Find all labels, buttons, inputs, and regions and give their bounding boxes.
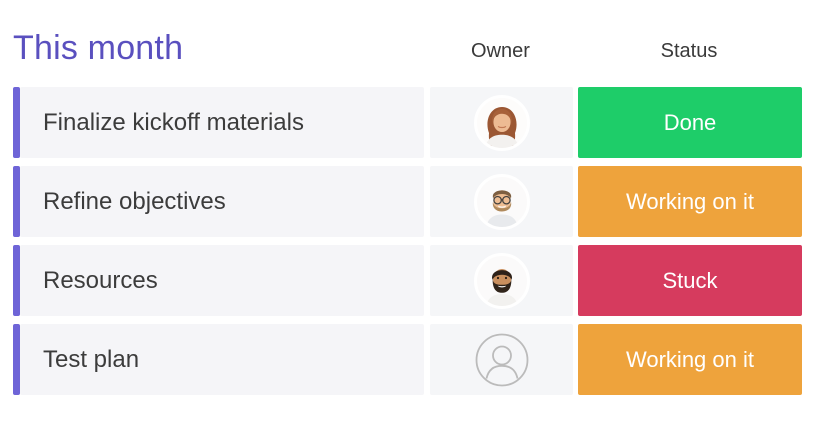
status-cell[interactable]: Working on it [578,324,802,395]
row-color-bar [13,166,20,237]
woman-photo-avatar [473,94,530,151]
row-color-bar [13,324,20,395]
task-rows: Finalize kickoff materials Done R [0,87,802,403]
column-header-status: Status [660,40,718,62]
status-cell[interactable]: Working on it [578,166,802,237]
person-placeholder-icon[interactable] [475,333,529,387]
man-beard-photo-avatar [473,252,530,309]
task-row: Test plan Working on it [0,324,802,395]
task-name-cell[interactable]: Refine objectives [20,166,424,237]
owner-cell[interactable] [430,245,573,316]
man-glasses-photo-avatar [473,173,530,230]
task-name-cell[interactable]: Resources [20,245,424,316]
task-row: Finalize kickoff materials Done [0,87,802,158]
owner-cell[interactable] [430,324,573,395]
status-cell[interactable]: Done [578,87,802,158]
task-row: Refine objectives Worki [0,166,802,237]
task-name-cell[interactable]: Finalize kickoff materials [20,87,424,158]
column-header-owner: Owner [471,40,530,62]
task-name-cell[interactable]: Test plan [20,324,424,395]
status-cell[interactable]: Stuck [578,245,802,316]
group-title[interactable]: This month [13,29,184,67]
row-color-bar [13,245,20,316]
task-row: Resources Stuck [0,245,802,316]
owner-cell[interactable] [430,166,573,237]
row-color-bar [13,87,20,158]
owner-cell[interactable] [430,87,573,158]
